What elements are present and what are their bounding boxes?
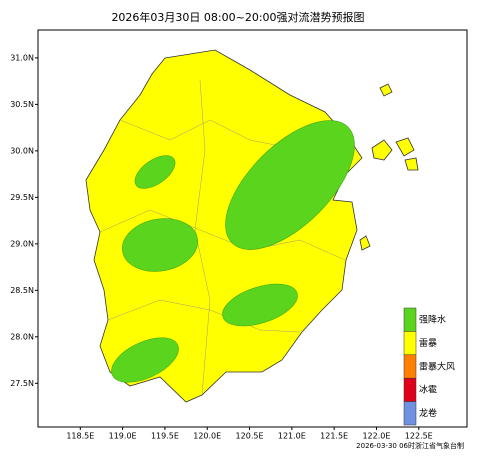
boundary bbox=[119, 119, 301, 151]
legend-label: 冰雹 bbox=[419, 384, 437, 396]
area bbox=[225, 120, 355, 250]
x-tick-label: 118.5E bbox=[66, 432, 94, 441]
island bbox=[379, 83, 393, 97]
x-tick-label: 122.5E bbox=[405, 432, 433, 441]
boundary bbox=[107, 299, 301, 333]
legend-label: 强降水 bbox=[419, 314, 446, 326]
island bbox=[371, 139, 393, 161]
y-tick-label: 31.0N bbox=[10, 53, 34, 62]
x-tick-label: 120.5E bbox=[236, 432, 264, 441]
boundary bbox=[99, 209, 346, 261]
island bbox=[404, 157, 419, 171]
area bbox=[122, 218, 198, 272]
legend-label: 龙卷 bbox=[419, 407, 437, 419]
x-tick-label: 121.5E bbox=[320, 432, 348, 441]
island bbox=[395, 137, 415, 157]
boundary bbox=[194, 79, 211, 396]
island bbox=[359, 235, 371, 251]
area bbox=[134, 155, 176, 189]
y-tick-label: 29.0N bbox=[10, 239, 34, 248]
legend-swatch bbox=[403, 307, 417, 332]
x-tick-label: 120.0E bbox=[193, 432, 221, 441]
map-title: 2026年03月30日 08:00~20:00强对流潜势预报图 bbox=[111, 10, 364, 24]
x-tick-label: 119.5E bbox=[151, 432, 179, 441]
y-tick-label: 30.5N bbox=[10, 100, 34, 109]
y-tick-label: 27.5N bbox=[10, 379, 34, 388]
legend-label: 雷暴大风 bbox=[419, 360, 455, 372]
legend-label: 雷暴 bbox=[419, 338, 437, 349]
area bbox=[111, 337, 179, 383]
legend-swatch bbox=[403, 331, 417, 356]
area bbox=[222, 283, 298, 327]
y-tick-label: 28.0N bbox=[10, 332, 34, 341]
x-tick-label: 121.0E bbox=[278, 432, 306, 441]
districts bbox=[99, 79, 346, 396]
x-tick-label: 119.0E bbox=[109, 432, 137, 441]
heavy-rain-areas bbox=[111, 120, 355, 383]
footer: 2026-03-30 06时浙江省气象台制 bbox=[356, 441, 464, 450]
x-tick-label: 122.0E bbox=[362, 432, 390, 441]
legend-swatch bbox=[403, 401, 417, 426]
y-tick-label: 30.0N bbox=[10, 146, 34, 155]
y-tick-label: 29.5N bbox=[10, 193, 34, 202]
legend-swatch bbox=[403, 354, 417, 379]
y-tick-label: 28.5N bbox=[10, 286, 34, 295]
legend-swatch bbox=[403, 377, 417, 402]
